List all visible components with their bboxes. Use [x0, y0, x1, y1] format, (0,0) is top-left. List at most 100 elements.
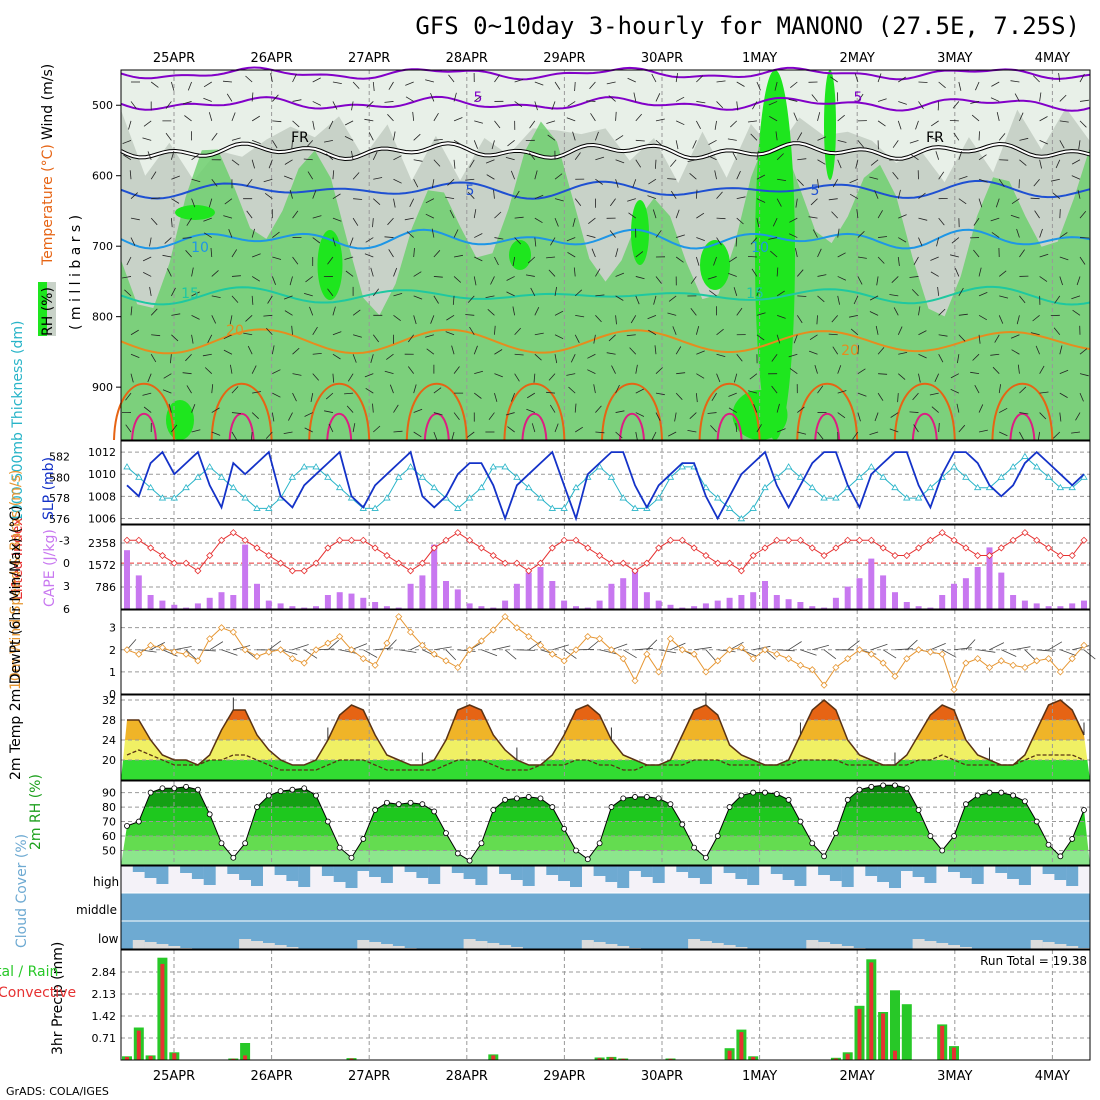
contour-30c-lobe	[326, 412, 353, 441]
wind-barb	[992, 366, 1000, 374]
wind-speed-line-point	[489, 626, 497, 634]
wind-barb	[1054, 295, 1061, 304]
precip-convective-bar	[833, 1058, 838, 1060]
lifted-index-line-point	[655, 544, 663, 552]
thickness-line-point	[1056, 483, 1065, 491]
cape-bar	[159, 600, 166, 609]
cape-bar	[171, 604, 178, 609]
cloud-low-bar	[711, 943, 724, 949]
wind-barb	[123, 154, 132, 161]
wind-barb	[817, 431, 824, 440]
wind-barb	[775, 131, 778, 141]
wind-barb	[332, 237, 336, 247]
wind-barb	[288, 412, 293, 421]
wind-barb	[711, 392, 717, 402]
wind-speed-line-point	[749, 655, 757, 663]
wind-barb	[789, 368, 798, 374]
cape-bar	[608, 583, 615, 609]
cloud-high-bar	[652, 866, 665, 883]
wind-barb	[292, 256, 299, 265]
rh-line-point	[903, 785, 910, 792]
precip-convective-bar	[940, 1025, 945, 1060]
cloud-low-bar	[699, 941, 712, 949]
cloud-high-bar	[558, 866, 571, 881]
wind-barb	[869, 431, 879, 435]
cape-bars	[124, 544, 1087, 609]
pressure-tick-label: 800	[92, 311, 113, 324]
wind-barb	[510, 170, 516, 180]
rh-line-point	[1045, 841, 1052, 848]
wind-speed-line-point	[584, 632, 592, 641]
wind-barb	[696, 212, 705, 219]
wind-barb	[837, 390, 847, 394]
thickness-line-point	[536, 494, 545, 501]
wind-barb	[975, 81, 980, 91]
wind-barb	[1079, 99, 1089, 102]
cape-bar	[726, 597, 733, 609]
wind-barb	[292, 392, 297, 402]
wind-barb	[627, 198, 636, 202]
wind-barb	[289, 189, 293, 199]
run-total: Run Total = 19.38	[980, 954, 1087, 968]
wind-barb	[533, 373, 536, 383]
rh-line-point	[183, 783, 189, 790]
wind-barb	[373, 425, 381, 433]
wind-barb	[512, 256, 516, 266]
wind-barb	[191, 334, 194, 344]
wind-barb	[756, 287, 761, 297]
wind-speed-line-point	[147, 641, 155, 649]
wind-barb	[918, 192, 926, 199]
surface-wind-barb	[481, 649, 498, 657]
wind-barb	[696, 101, 706, 104]
wind-barb	[226, 93, 233, 102]
wind-barb	[425, 198, 435, 204]
wind-barb	[655, 93, 661, 102]
wind-barb	[1077, 189, 1081, 199]
wind-speed-line-point	[985, 663, 994, 672]
wind-barb	[1039, 365, 1045, 374]
wind-barb	[324, 139, 333, 143]
wind-barb	[433, 112, 439, 122]
wind-barb	[393, 178, 402, 184]
wind-barb	[938, 217, 945, 226]
wind-barb	[130, 353, 140, 358]
wind-barb	[191, 404, 196, 413]
wind-barb	[849, 178, 859, 184]
precip-ylabel: 3hr Precip (mm)	[50, 942, 66, 1055]
rh-line-point	[844, 796, 851, 803]
profile-ylabel: RH (%) Temperature (°C) Wind (m/s) ( m i…	[38, 64, 84, 336]
lifted-index-line-point	[536, 559, 545, 567]
wind-barb	[534, 353, 542, 361]
wind-barb	[283, 175, 293, 180]
lifted-index-line-point	[702, 551, 710, 560]
surface-wind-barb	[989, 642, 1005, 651]
wind-barb	[950, 254, 959, 258]
wind-barb	[384, 101, 394, 103]
lifted-index-line-point	[1009, 536, 1017, 544]
wind-barb	[186, 217, 192, 226]
contour-30c-lobe	[619, 412, 645, 441]
thickness-line-point	[714, 494, 722, 501]
wind-barb	[635, 412, 645, 417]
wind-barb	[1075, 412, 1081, 421]
wind-speed-line-point	[950, 686, 958, 694]
wind-barb	[554, 423, 559, 433]
wind-speed-line-point	[336, 632, 344, 641]
lifted-index-line-point	[1021, 529, 1029, 537]
rh-line-point	[407, 799, 414, 806]
date-label-bottom: 26APR	[250, 1069, 292, 1084]
wind-speed-line-point	[1068, 655, 1076, 663]
thickness-line-point	[867, 463, 876, 470]
wind-barb	[425, 334, 434, 338]
wind-barb	[171, 198, 180, 204]
wind-barb	[473, 209, 477, 219]
wind-barb	[809, 334, 818, 341]
cape-bar	[962, 578, 969, 609]
wind-barb	[751, 268, 758, 277]
wind-barb	[271, 412, 275, 422]
wind-barb	[857, 256, 867, 259]
temp-tick-label: 24	[102, 734, 116, 747]
wind-barb	[252, 253, 261, 258]
wind-speed-line-point	[1021, 663, 1029, 672]
slp-label: SLP (mb)	[41, 457, 57, 520]
